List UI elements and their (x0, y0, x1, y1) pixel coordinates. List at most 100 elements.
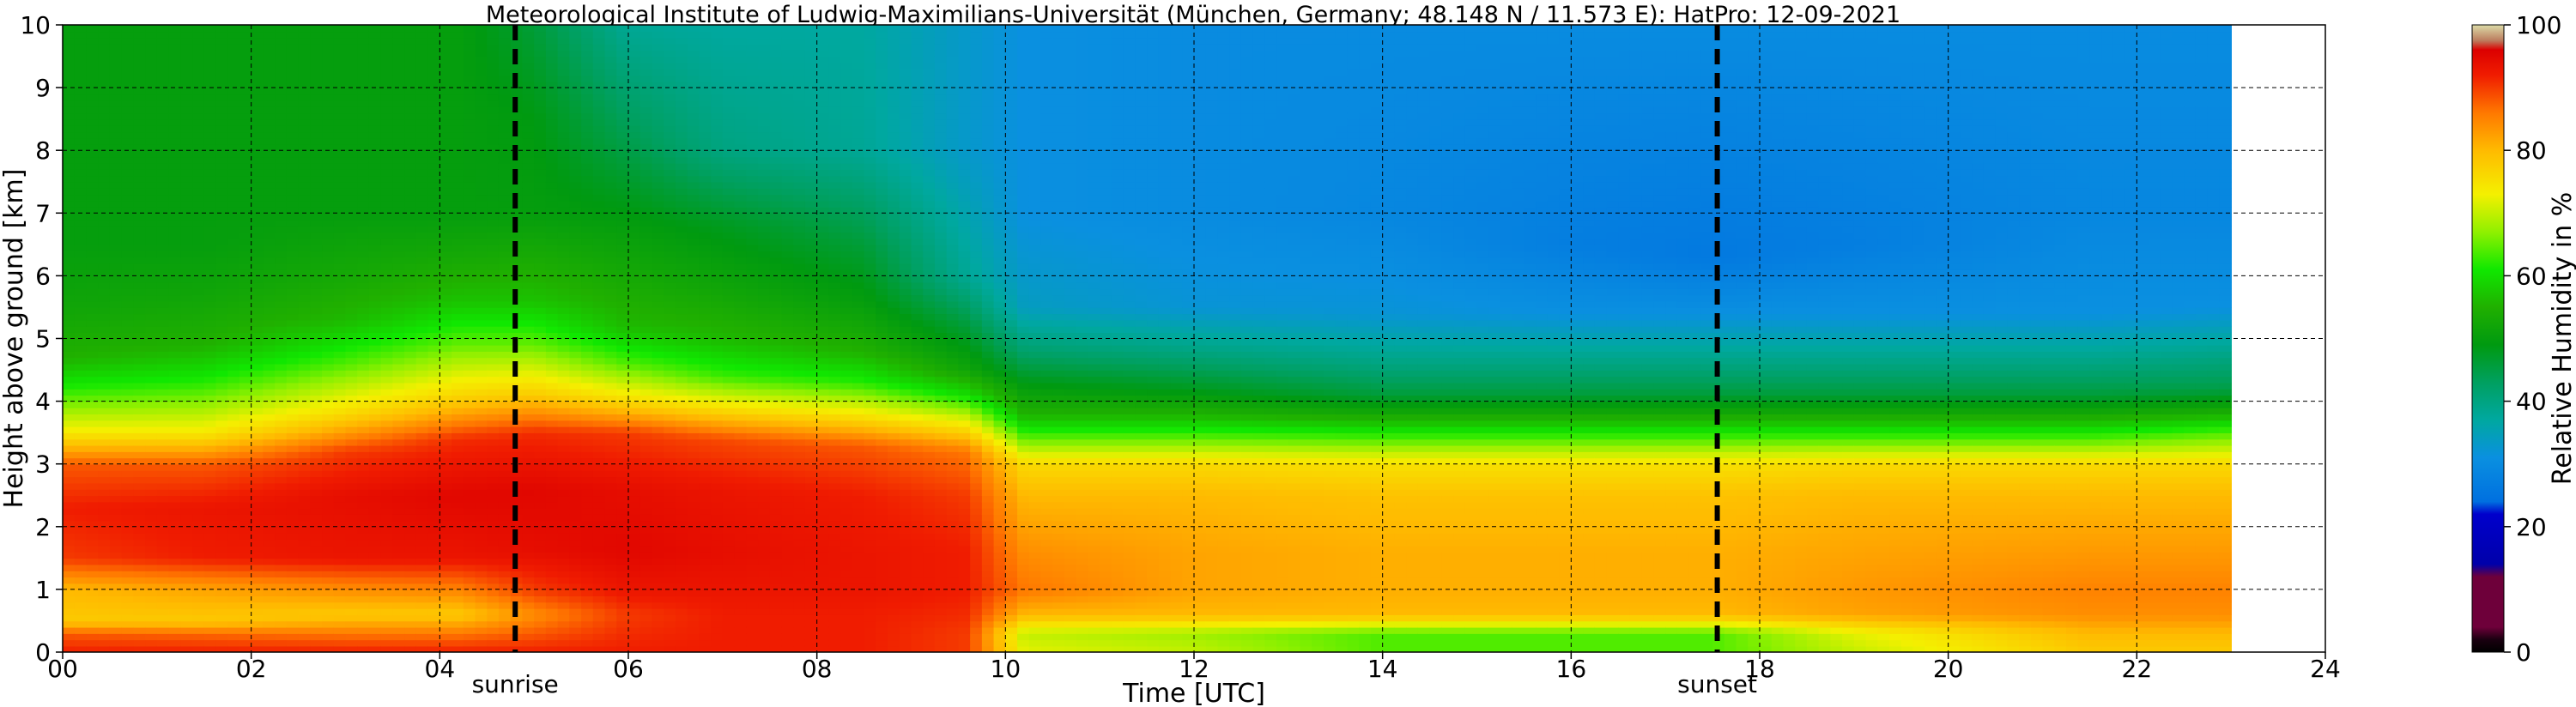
heatmap-cell (204, 326, 217, 333)
heatmap-cell (581, 464, 594, 471)
heatmap-cell (110, 383, 123, 390)
heatmap-cell (98, 194, 111, 201)
heatmap-cell (322, 63, 335, 69)
heatmap-cell (215, 112, 228, 119)
heatmap-cell (476, 220, 488, 227)
heatmap-cell (63, 263, 76, 270)
heatmap-cell (310, 595, 323, 602)
heatmap-cell (439, 495, 452, 502)
heatmap-cell (310, 464, 323, 471)
heatmap-cell (593, 245, 606, 251)
heatmap-cell (75, 288, 88, 295)
heatmap-cell (439, 38, 452, 45)
heatmap-cell (227, 558, 240, 565)
heatmap-cell (122, 445, 135, 452)
heatmap-cell (145, 282, 158, 289)
heatmap-cell (122, 608, 135, 615)
heatmap-cell (75, 131, 88, 138)
heatmap-cell (310, 25, 323, 32)
heatmap-cell (439, 627, 452, 634)
heatmap-cell (369, 539, 382, 546)
heatmap-cell (180, 408, 193, 414)
heatmap-cell (145, 38, 158, 45)
heatmap-cell (546, 546, 559, 553)
heatmap-cell (404, 213, 417, 220)
heatmap-cell (428, 69, 441, 76)
heatmap-cell (252, 633, 264, 640)
heatmap-cell (546, 608, 559, 615)
heatmap-cell (169, 589, 182, 596)
heatmap-cell (569, 150, 582, 157)
heatmap-cell (534, 226, 547, 233)
heatmap-cell (110, 345, 123, 352)
heatmap-cell (616, 31, 629, 38)
heatmap-cell (169, 470, 182, 477)
heatmap-cell (133, 389, 146, 396)
heatmap-cell (334, 589, 347, 596)
heatmap-cell (499, 383, 512, 390)
heatmap-cell (215, 633, 228, 640)
heatmap-cell (616, 370, 629, 377)
heatmap-cell (452, 119, 464, 126)
heatmap-cell (322, 345, 335, 352)
heatmap-cell (404, 301, 417, 308)
heatmap-cell (287, 514, 300, 521)
heatmap-cell (157, 100, 170, 107)
heatmap-cell (133, 119, 146, 126)
heatmap-cell (522, 169, 535, 176)
heatmap-cell (392, 94, 405, 100)
heatmap-cell (439, 339, 452, 346)
heatmap-cell (86, 495, 99, 502)
heatmap-cell (310, 94, 323, 100)
heatmap-cell (439, 552, 452, 559)
heatmap-cell (392, 508, 405, 515)
heatmap-cell (63, 420, 76, 427)
heatmap-cell (227, 301, 240, 308)
heatmap-cell (75, 339, 88, 346)
heatmap-cell (299, 301, 312, 308)
heatmap-cell (439, 565, 452, 571)
heatmap-cell (452, 489, 464, 496)
heatmap-cell (263, 383, 276, 390)
heatmap-cell (263, 464, 276, 471)
heatmap-cell (558, 445, 571, 452)
heatmap-cell (357, 232, 370, 239)
heatmap-cell (593, 169, 606, 176)
heatmap-cell (640, 288, 653, 295)
heatmap-cell (346, 357, 359, 364)
heatmap-cell (464, 119, 476, 126)
heatmap-cell (86, 364, 99, 371)
heatmap-cell (215, 131, 228, 138)
heatmap-cell (499, 282, 512, 289)
heatmap-cell (263, 125, 276, 132)
heatmap-cell (357, 125, 370, 132)
heatmap-cell (204, 451, 217, 458)
heatmap-cell (499, 38, 512, 45)
heatmap-cell (439, 633, 452, 640)
heatmap-cell (133, 245, 146, 251)
heatmap-cell (299, 464, 312, 471)
heatmap-cell (416, 595, 429, 602)
heatmap-cell (145, 345, 158, 352)
heatmap-cell (569, 426, 582, 433)
heatmap-cell (322, 483, 335, 490)
heatmap-cell (381, 402, 394, 408)
heatmap-cell (581, 320, 594, 327)
heatmap-cell (98, 514, 111, 521)
heatmap-cell (192, 106, 205, 113)
heatmap-cell (476, 106, 488, 113)
heatmap-cell (581, 383, 594, 390)
heatmap-cell (452, 495, 464, 502)
heatmap-cell (593, 438, 606, 445)
heatmap-cell (640, 539, 653, 546)
heatmap-cell (439, 94, 452, 100)
heatmap-cell (287, 138, 300, 145)
heatmap-cell (546, 364, 559, 371)
heatmap-cell (299, 63, 312, 69)
heatmap-cell (357, 88, 370, 94)
heatmap-cell (605, 639, 618, 646)
heatmap-cell (522, 88, 535, 94)
heatmap-cell (169, 408, 182, 414)
heatmap-cell (569, 451, 582, 458)
heatmap-cell (416, 602, 429, 609)
